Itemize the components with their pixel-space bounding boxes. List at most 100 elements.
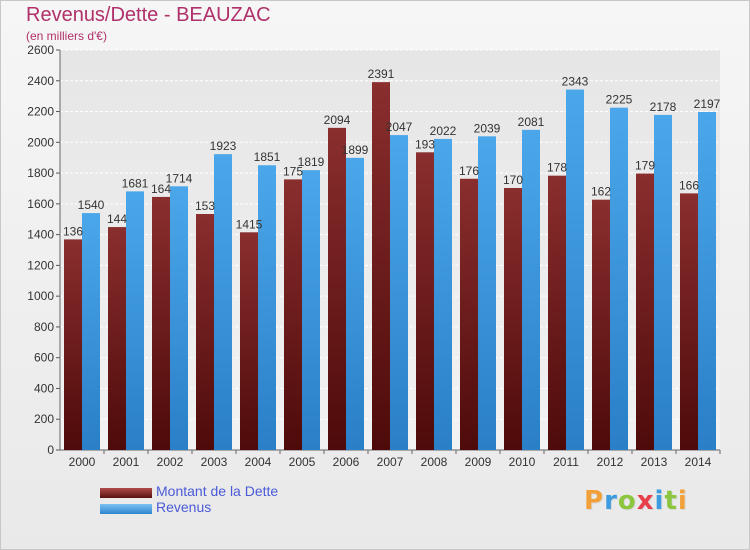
data-label: 2197 (694, 97, 721, 111)
data-label: 176 (459, 164, 479, 178)
bar-revenus (390, 135, 408, 451)
bar-revenus (610, 107, 628, 450)
y-tick-label: 1400 (27, 228, 54, 242)
x-tick-label: 2007 (377, 455, 404, 469)
bar-dette (152, 196, 170, 450)
y-tick-label: 400 (34, 381, 54, 395)
y-tick-label: 2600 (27, 43, 54, 57)
x-tick-label: 2003 (201, 455, 228, 469)
bar-dette (240, 232, 258, 450)
bar-revenus (654, 114, 672, 450)
data-label: 1415 (236, 217, 263, 231)
data-label: 179 (635, 159, 655, 173)
x-tick-label: 2004 (245, 455, 272, 469)
bar-revenus (478, 136, 496, 451)
bar-revenus (126, 191, 144, 450)
data-label: 193 (415, 137, 435, 151)
chart-title: Revenus/Dette - BEAUZAC (26, 4, 271, 26)
y-tick-label: 2000 (27, 135, 54, 149)
bar-revenus (170, 186, 188, 451)
data-label: 2343 (562, 75, 589, 89)
data-label: 170 (503, 173, 523, 187)
data-label: 175 (283, 164, 303, 178)
bar-dette (504, 188, 522, 450)
x-tick-label: 2006 (333, 455, 360, 469)
data-label: 164 (151, 182, 171, 196)
x-tick-label: 2005 (289, 455, 316, 469)
logo-letter: x (636, 486, 655, 516)
data-label: 166 (679, 178, 699, 192)
data-label: 1714 (166, 171, 193, 185)
y-tick-label: 2400 (27, 74, 54, 88)
bar-dette (680, 193, 698, 450)
logo-letter: P (584, 486, 605, 516)
data-label: 2391 (368, 67, 395, 81)
y-tick-label: 600 (34, 351, 54, 365)
legend-swatch-revenus (100, 504, 152, 514)
x-tick-label: 2010 (509, 455, 536, 469)
x-tick-label: 2001 (113, 455, 140, 469)
bar-dette (460, 178, 478, 450)
data-label: 1819 (298, 155, 325, 169)
data-label: 2039 (474, 121, 501, 135)
data-label: 153 (195, 199, 215, 213)
data-label: 1540 (78, 198, 105, 212)
data-label: 2047 (386, 120, 413, 134)
bar-revenus (302, 170, 320, 450)
data-label: 2022 (430, 124, 457, 138)
data-label: 2094 (324, 113, 351, 127)
bar-dette (108, 227, 126, 450)
logo-letter: o (617, 486, 637, 516)
x-tick-label: 2012 (597, 455, 624, 469)
y-tick-label: 1800 (27, 166, 54, 180)
x-tick-label: 2014 (685, 455, 712, 469)
x-tick-label: 2011 (553, 455, 579, 469)
y-tick-label: 1000 (27, 289, 54, 303)
y-tick-label: 0 (47, 443, 54, 457)
x-tick-label: 2009 (465, 455, 492, 469)
data-label: 1923 (210, 139, 237, 153)
bar-revenus (434, 138, 452, 450)
logo-letter: r (604, 486, 618, 516)
x-tick-label: 2008 (421, 455, 448, 469)
bar-revenus (346, 157, 364, 450)
x-tick-label: 2013 (641, 455, 668, 469)
legend-swatch-dette (100, 488, 152, 498)
data-label: 1851 (254, 150, 281, 164)
bar-revenus (82, 213, 100, 450)
bar-dette (636, 173, 654, 451)
bar-dette (372, 82, 390, 451)
logo-letter: t (664, 486, 678, 516)
proxiti-logo: Proxiti (584, 486, 688, 516)
x-tick-label: 2000 (69, 455, 96, 469)
bar-revenus (258, 165, 276, 450)
data-label: 2225 (606, 93, 633, 107)
logo-letter: i (677, 486, 688, 516)
legend-label-dette: Montant de la Dette (156, 483, 279, 499)
bar-revenus (214, 154, 232, 450)
bar-dette (592, 199, 610, 450)
bar-dette (64, 239, 82, 450)
y-tick-label: 200 (34, 412, 54, 426)
bar-dette (284, 179, 302, 450)
y-tick-label: 1600 (27, 197, 54, 211)
bar-revenus (522, 129, 540, 450)
data-label: 1681 (122, 176, 149, 190)
bar-revenus (698, 112, 716, 450)
bar-dette (328, 127, 346, 450)
y-tick-label: 1200 (27, 258, 54, 272)
data-label: 178 (547, 161, 567, 175)
bar-dette (196, 214, 214, 450)
x-tick-label: 2002 (157, 455, 184, 469)
chart-subtitle: (en milliers d'€) (26, 29, 107, 43)
data-label: 136 (63, 224, 83, 238)
legend-label-revenus: Revenus (156, 499, 212, 515)
logo-letter: i (654, 486, 665, 516)
bar-revenus (566, 89, 584, 451)
data-label: 2081 (518, 115, 545, 129)
bar-dette (548, 175, 566, 450)
data-label: 1899 (342, 143, 369, 157)
data-label: 162 (591, 185, 611, 199)
data-label: 144 (107, 212, 127, 226)
